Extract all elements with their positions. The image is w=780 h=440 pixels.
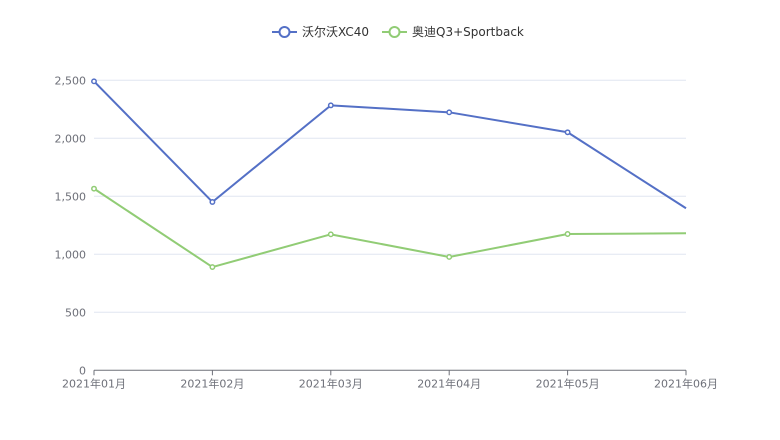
x-tick-label: 2021年02月: [180, 376, 244, 390]
y-tick-label: 500: [65, 306, 86, 319]
x-tick-label: 2021年06月: [654, 376, 718, 390]
legend-marker-icon: [388, 26, 401, 38]
data-point: [564, 129, 571, 136]
legend-label: 沃尔沃XC40: [302, 24, 369, 39]
y-tick-label: 0: [79, 364, 86, 377]
y-tick-label: 1,500: [55, 190, 87, 203]
x-tick-label: 2021年05月: [536, 376, 600, 390]
data-point: [209, 199, 216, 205]
data-point: [446, 254, 453, 260]
series-line-1: [93, 187, 687, 269]
series-line-0: [93, 80, 687, 210]
data-point: [209, 264, 216, 271]
data-point: [446, 109, 453, 116]
legend-marker-icon: [278, 26, 291, 38]
data-point: [91, 78, 97, 85]
data-point: [327, 231, 334, 238]
legend-label: 奥迪Q3+Sportback: [412, 25, 524, 39]
data-point: [327, 102, 334, 109]
x-tick-label: 2021年04月: [417, 376, 481, 390]
data-point: [91, 185, 97, 192]
y-tick-label: 2,500: [55, 74, 87, 87]
y-tick-label: 1,000: [55, 248, 87, 261]
data-point: [564, 231, 571, 237]
y-tick-label: 2,000: [55, 132, 87, 145]
x-tick-label: 2021年01月: [62, 376, 126, 390]
x-tick-label: 2021年03月: [299, 376, 363, 390]
